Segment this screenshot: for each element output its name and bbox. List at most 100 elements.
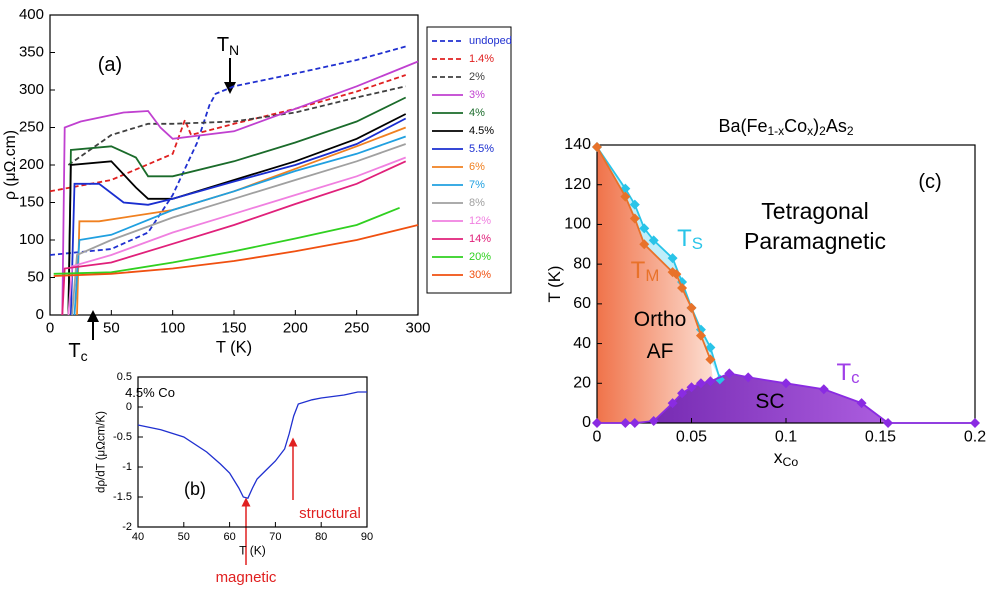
y-tick-label: -1: [122, 461, 132, 473]
annotation: TM: [631, 257, 660, 285]
y-tick-label: 40: [573, 335, 591, 352]
legend-label: 2%: [469, 71, 485, 83]
annotation: Tetragonal: [761, 198, 868, 224]
data-point: [856, 398, 867, 409]
data-point: [743, 372, 754, 383]
title-part: Ba(Fe: [718, 116, 767, 136]
title-sub: 1-x: [767, 124, 784, 138]
legend-label: 4%: [469, 107, 485, 119]
data-point: [648, 235, 659, 246]
y-axis-label: ρ (μΩ.cm): [2, 130, 19, 200]
data-point: [686, 382, 697, 393]
annotation-main: T: [677, 225, 692, 252]
data-line: [137, 391, 367, 499]
y-tick-label: 100: [19, 231, 44, 248]
annotation: Tc: [68, 340, 87, 363]
data-point: [648, 416, 659, 427]
annotation-main: Tetragonal: [761, 198, 868, 224]
data-point: [781, 378, 791, 389]
data-line: [67, 113, 407, 316]
data-line: [67, 85, 406, 166]
x-tick-label: 0.05: [676, 429, 707, 446]
annotation: (c): [918, 171, 941, 193]
data-point: [705, 342, 716, 353]
data-point: [705, 376, 716, 387]
y-tick-label: 0.5: [117, 371, 132, 383]
title-sub: x: [807, 124, 813, 138]
sc-region: [597, 373, 975, 423]
annotation-main: T: [836, 359, 851, 386]
annotation-main: Ortho: [634, 308, 687, 331]
annotation-sub: S: [692, 234, 703, 253]
annotation-sub: N: [229, 42, 239, 58]
data-point: [592, 141, 602, 152]
x-tick-label: 300: [405, 319, 430, 336]
legend-label: undoped: [469, 35, 512, 47]
annotation-main: (b): [184, 479, 206, 499]
y-tick-label: 80: [573, 255, 591, 272]
y-tick-label: 0: [36, 306, 44, 323]
annotation-main: T: [217, 34, 229, 56]
data-point: [667, 253, 678, 264]
data-point: [667, 398, 678, 409]
annotation-main: AF: [647, 340, 674, 363]
x-tick-label: 0.15: [865, 429, 896, 446]
plot-frame: [137, 376, 368, 528]
af-region: [597, 147, 719, 423]
data-line: [67, 156, 407, 316]
annotation: Ortho: [634, 308, 687, 331]
x-tick-label: 50: [178, 531, 190, 543]
x-tick-label: 250: [344, 319, 369, 336]
x-axis-label-main: x: [774, 447, 783, 467]
annotation: Tc: [836, 359, 859, 387]
data-line: [49, 45, 406, 256]
y-tick-label: 250: [19, 118, 44, 135]
legend-label: 14%: [469, 233, 491, 245]
data-point: [639, 223, 650, 234]
data-line: [67, 96, 407, 316]
y-tick-label: 200: [19, 156, 44, 173]
annotation: (b): [184, 479, 206, 499]
title-sub: 2: [847, 124, 854, 138]
y-tick-label: 300: [19, 81, 44, 98]
annotation: TS: [677, 225, 703, 253]
y-tick-label: 350: [19, 43, 44, 60]
annotation: SC: [755, 390, 784, 413]
data-point: [818, 384, 829, 395]
annotation: magnetic: [216, 569, 277, 586]
x-axis-label-sub: Co: [783, 455, 799, 469]
x-axis-label: T (K): [239, 543, 266, 557]
y-tick-label: 60: [573, 295, 591, 312]
data-point: [592, 418, 602, 428]
data-point: [629, 199, 640, 210]
y-tick-label: 140: [564, 136, 591, 153]
y-tick-label: -1.5: [113, 491, 132, 503]
x-tick-label: 70: [269, 531, 281, 543]
data-point: [677, 282, 688, 293]
data-line: [70, 117, 407, 316]
y-axis-label: dρ/dT (μΩcm/K): [96, 411, 108, 493]
x-tick-label: 60: [223, 531, 235, 543]
y-tick-label: -0.5: [113, 431, 132, 443]
y-tick-label: -2: [122, 521, 132, 533]
data-point: [629, 418, 640, 428]
data-line: [53, 224, 419, 277]
x-tick-label: 80: [315, 531, 327, 543]
title-part: As: [826, 116, 847, 136]
annotation: structural: [299, 505, 361, 522]
x-axis-label: T (K): [216, 338, 252, 356]
y-axis-label: T (K): [545, 266, 564, 303]
annotation: AF: [647, 340, 674, 363]
legend-label: 4.5%: [469, 125, 494, 137]
y-tick-label: 50: [27, 268, 44, 285]
x-tick-label: 100: [160, 319, 185, 336]
x-tick-label: 90: [361, 531, 373, 543]
legend-label: 3%: [469, 89, 485, 101]
annotation-main: T: [631, 257, 646, 284]
y-tick-label: 400: [19, 6, 44, 23]
y-tick-label: 0: [582, 414, 591, 431]
annotation-sub: M: [645, 266, 659, 285]
data-line: [71, 143, 406, 316]
annotation-sub: c: [81, 348, 88, 364]
